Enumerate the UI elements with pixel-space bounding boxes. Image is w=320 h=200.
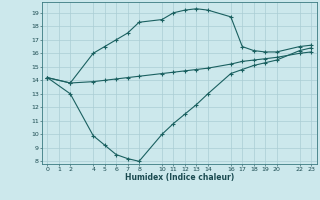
- X-axis label: Humidex (Indice chaleur): Humidex (Indice chaleur): [124, 173, 234, 182]
